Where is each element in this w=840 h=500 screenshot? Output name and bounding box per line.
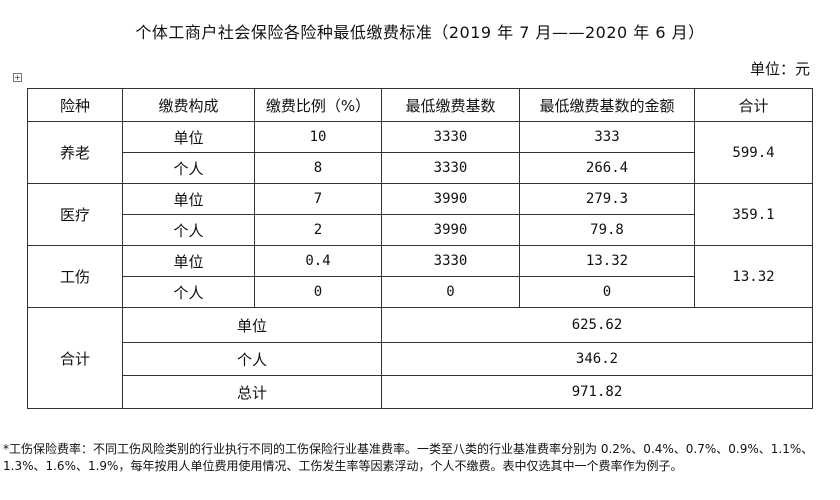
ratio-cell: 10	[254, 121, 382, 153]
amount-cell: 13.32	[519, 245, 695, 277]
base-cell: 3330	[381, 121, 520, 153]
component-cell: 单位	[122, 121, 255, 153]
table-row: 个人 0 0 0	[28, 276, 813, 308]
summary-row: 个人 346.2	[28, 342, 813, 376]
base-cell: 3330	[381, 152, 520, 184]
total-cell: 13.32	[694, 245, 813, 308]
ratio-cell: 7	[254, 183, 382, 215]
base-cell: 3990	[381, 183, 520, 215]
component-cell: 个人	[122, 214, 255, 246]
table-row: 医疗 单位 7 3990 279.3 359.1	[27, 183, 813, 246]
amount-cell: 266.4	[519, 152, 695, 184]
component-cell: 个人	[122, 276, 255, 308]
base-cell: 3330	[381, 245, 520, 277]
ratio-cell: 0.4	[254, 245, 382, 277]
summary-row: 总计 971.82	[28, 375, 813, 409]
summary-label-cell: 合计	[27, 307, 123, 409]
header-cell: 缴费构成	[122, 88, 255, 122]
summary-item-value: 346.2	[381, 342, 813, 376]
summary-row: 合计 单位 625.62	[27, 307, 813, 409]
insurance-type-cell: 养老	[27, 121, 123, 184]
summary-item-label: 总计	[122, 375, 382, 409]
header-cell: 缴费比例（%）	[254, 88, 382, 122]
base-cell: 3990	[381, 214, 520, 246]
amount-cell: 0	[519, 276, 695, 308]
component-cell: 单位	[122, 245, 255, 277]
summary-item-value: 625.62	[381, 307, 813, 343]
total-cell: 359.1	[694, 183, 813, 246]
header-cell: 合计	[694, 88, 813, 122]
insurance-table: 险种 缴费构成 缴费比例（%） 最低缴费基数 最低缴费基数的金额 合计 养老 单…	[27, 88, 813, 409]
component-cell: 个人	[122, 152, 255, 184]
component-cell: 单位	[122, 183, 255, 215]
header-cell: 最低缴费基数的金额	[519, 88, 695, 122]
footnote: *工伤保险费率：不同工伤风险类别的行业执行不同的工伤保险行业基准费率。一类至八类…	[3, 442, 814, 473]
amount-cell: 279.3	[519, 183, 695, 215]
ratio-cell: 2	[254, 214, 382, 246]
insurance-type-cell: 工伤	[27, 245, 123, 308]
header-cell: 最低缴费基数	[381, 88, 520, 122]
table-header-row: 险种 缴费构成 缴费比例（%） 最低缴费基数 最低缴费基数的金额 合计	[27, 88, 813, 122]
unit-label: 单位：元	[749, 60, 810, 78]
move-table-icon[interactable]: +	[13, 73, 22, 82]
amount-cell: 79.8	[519, 214, 695, 246]
summary-item-label: 单位	[122, 307, 382, 343]
base-cell: 0	[381, 276, 520, 308]
table-row: 个人 2 3990 79.8	[28, 214, 813, 246]
ratio-cell: 8	[254, 152, 382, 184]
summary-item-label: 个人	[122, 342, 382, 376]
table-row: 工伤 单位 0.4 3330 13.32 13.32	[27, 245, 813, 308]
page-title: 个体工商户社会保险各险种最低缴费标准（2019 年 7 月——2020 年 6 …	[135, 23, 705, 42]
table-row: 养老 单位 10 3330 333 599.4	[27, 121, 813, 184]
insurance-type-cell: 医疗	[27, 183, 123, 246]
total-cell: 599.4	[694, 121, 813, 184]
ratio-cell: 0	[254, 276, 382, 308]
amount-cell: 333	[519, 121, 695, 153]
summary-item-value: 971.82	[381, 375, 813, 409]
header-cell: 险种	[27, 88, 123, 122]
